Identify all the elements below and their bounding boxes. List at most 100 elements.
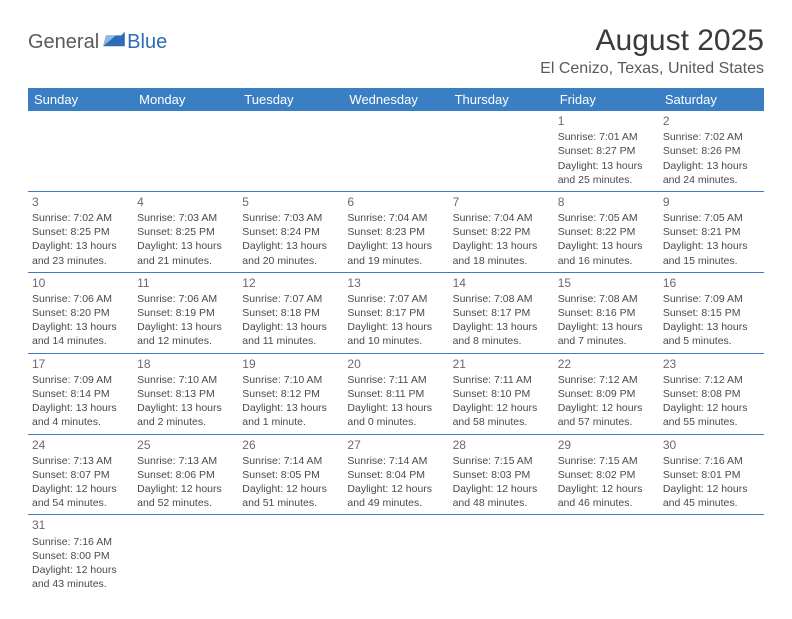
daylight-text: Daylight: 13 hours [663,239,760,253]
logo: General Blue [28,30,167,54]
calendar-week: 1Sunrise: 7:01 AMSunset: 8:27 PMDaylight… [28,111,764,191]
daylight-text: and 23 minutes. [32,254,129,268]
sunset-text: Sunset: 8:08 PM [663,387,760,401]
logo-text-blue: Blue [127,31,167,54]
calendar-body: 1Sunrise: 7:01 AMSunset: 8:27 PMDaylight… [28,111,764,595]
daylight-text: and 57 minutes. [558,415,655,429]
daylight-text: Daylight: 12 hours [32,563,129,577]
day-number: 22 [558,356,655,372]
sunrise-text: Sunrise: 7:14 AM [242,454,339,468]
sunrise-text: Sunrise: 7:02 AM [32,211,129,225]
daylight-text: Daylight: 13 hours [137,320,234,334]
calendar-day: 15Sunrise: 7:08 AMSunset: 8:16 PMDayligh… [554,272,659,353]
sunset-text: Sunset: 8:06 PM [137,468,234,482]
calendar-table: SundayMondayTuesdayWednesdayThursdayFrid… [28,88,764,595]
calendar-week: 17Sunrise: 7:09 AMSunset: 8:14 PMDayligh… [28,353,764,434]
day-number: 17 [32,356,129,372]
weekday-header: Monday [133,88,238,111]
weekday-header: Sunday [28,88,133,111]
daylight-text: Daylight: 13 hours [137,401,234,415]
daylight-text: and 45 minutes. [663,496,760,510]
sunset-text: Sunset: 8:07 PM [32,468,129,482]
calendar-day: 12Sunrise: 7:07 AMSunset: 8:18 PMDayligh… [238,272,343,353]
weekday-header: Friday [554,88,659,111]
sunset-text: Sunset: 8:17 PM [453,306,550,320]
title-block: August 2025 El Cenizo, Texas, United Sta… [540,24,764,78]
sunrise-text: Sunrise: 7:05 AM [663,211,760,225]
sunrise-text: Sunrise: 7:15 AM [558,454,655,468]
calendar-empty [133,111,238,191]
sunset-text: Sunset: 8:01 PM [663,468,760,482]
daylight-text: Daylight: 13 hours [558,320,655,334]
sunrise-text: Sunrise: 7:06 AM [137,292,234,306]
sunrise-text: Sunrise: 7:09 AM [32,373,129,387]
daylight-text: Daylight: 13 hours [242,320,339,334]
daylight-text: Daylight: 12 hours [242,482,339,496]
day-number: 20 [347,356,444,372]
daylight-text: Daylight: 13 hours [453,320,550,334]
daylight-text: Daylight: 13 hours [32,401,129,415]
location: El Cenizo, Texas, United States [540,60,764,78]
day-number: 23 [663,356,760,372]
sunrise-text: Sunrise: 7:09 AM [663,292,760,306]
day-number: 18 [137,356,234,372]
day-number: 4 [137,194,234,210]
sunset-text: Sunset: 8:25 PM [32,225,129,239]
daylight-text: and 5 minutes. [663,334,760,348]
calendar-day: 24Sunrise: 7:13 AMSunset: 8:07 PMDayligh… [28,434,133,515]
day-number: 29 [558,437,655,453]
calendar-day: 4Sunrise: 7:03 AMSunset: 8:25 PMDaylight… [133,191,238,272]
sunrise-text: Sunrise: 7:12 AM [663,373,760,387]
daylight-text: Daylight: 13 hours [663,159,760,173]
calendar-day: 9Sunrise: 7:05 AMSunset: 8:21 PMDaylight… [659,191,764,272]
weekday-header: Wednesday [343,88,448,111]
daylight-text: and 4 minutes. [32,415,129,429]
calendar-empty [238,515,343,595]
day-number: 28 [453,437,550,453]
calendar-day: 18Sunrise: 7:10 AMSunset: 8:13 PMDayligh… [133,353,238,434]
sunset-text: Sunset: 8:22 PM [558,225,655,239]
sunrise-text: Sunrise: 7:10 AM [242,373,339,387]
daylight-text: and 55 minutes. [663,415,760,429]
sunset-text: Sunset: 8:18 PM [242,306,339,320]
calendar-day: 27Sunrise: 7:14 AMSunset: 8:04 PMDayligh… [343,434,448,515]
sunrise-text: Sunrise: 7:10 AM [137,373,234,387]
sunset-text: Sunset: 8:02 PM [558,468,655,482]
weekday-header: Saturday [659,88,764,111]
weekday-header: Tuesday [238,88,343,111]
sunset-text: Sunset: 8:12 PM [242,387,339,401]
daylight-text: and 7 minutes. [558,334,655,348]
daylight-text: Daylight: 12 hours [663,401,760,415]
daylight-text: and 16 minutes. [558,254,655,268]
daylight-text: Daylight: 13 hours [453,239,550,253]
day-number: 10 [32,275,129,291]
daylight-text: Daylight: 12 hours [453,401,550,415]
calendar-empty [554,515,659,595]
calendar-day: 30Sunrise: 7:16 AMSunset: 8:01 PMDayligh… [659,434,764,515]
sunrise-text: Sunrise: 7:07 AM [242,292,339,306]
calendar-day: 16Sunrise: 7:09 AMSunset: 8:15 PMDayligh… [659,272,764,353]
calendar-empty [238,111,343,191]
sunset-text: Sunset: 8:16 PM [558,306,655,320]
sunrise-text: Sunrise: 7:03 AM [137,211,234,225]
daylight-text: and 11 minutes. [242,334,339,348]
day-number: 16 [663,275,760,291]
daylight-text: and 18 minutes. [453,254,550,268]
daylight-text: Daylight: 13 hours [663,320,760,334]
day-number: 27 [347,437,444,453]
sunrise-text: Sunrise: 7:13 AM [137,454,234,468]
daylight-text: and 1 minute. [242,415,339,429]
sunset-text: Sunset: 8:04 PM [347,468,444,482]
sunset-text: Sunset: 8:25 PM [137,225,234,239]
day-number: 12 [242,275,339,291]
header: General Blue August 2025 El Cenizo, Texa… [28,24,764,78]
calendar-day: 14Sunrise: 7:08 AMSunset: 8:17 PMDayligh… [449,272,554,353]
sunrise-text: Sunrise: 7:07 AM [347,292,444,306]
calendar-empty [133,515,238,595]
daylight-text: and 12 minutes. [137,334,234,348]
calendar-empty [449,515,554,595]
sunset-text: Sunset: 8:22 PM [453,225,550,239]
daylight-text: Daylight: 12 hours [558,482,655,496]
calendar-day: 28Sunrise: 7:15 AMSunset: 8:03 PMDayligh… [449,434,554,515]
calendar-week: 3Sunrise: 7:02 AMSunset: 8:25 PMDaylight… [28,191,764,272]
